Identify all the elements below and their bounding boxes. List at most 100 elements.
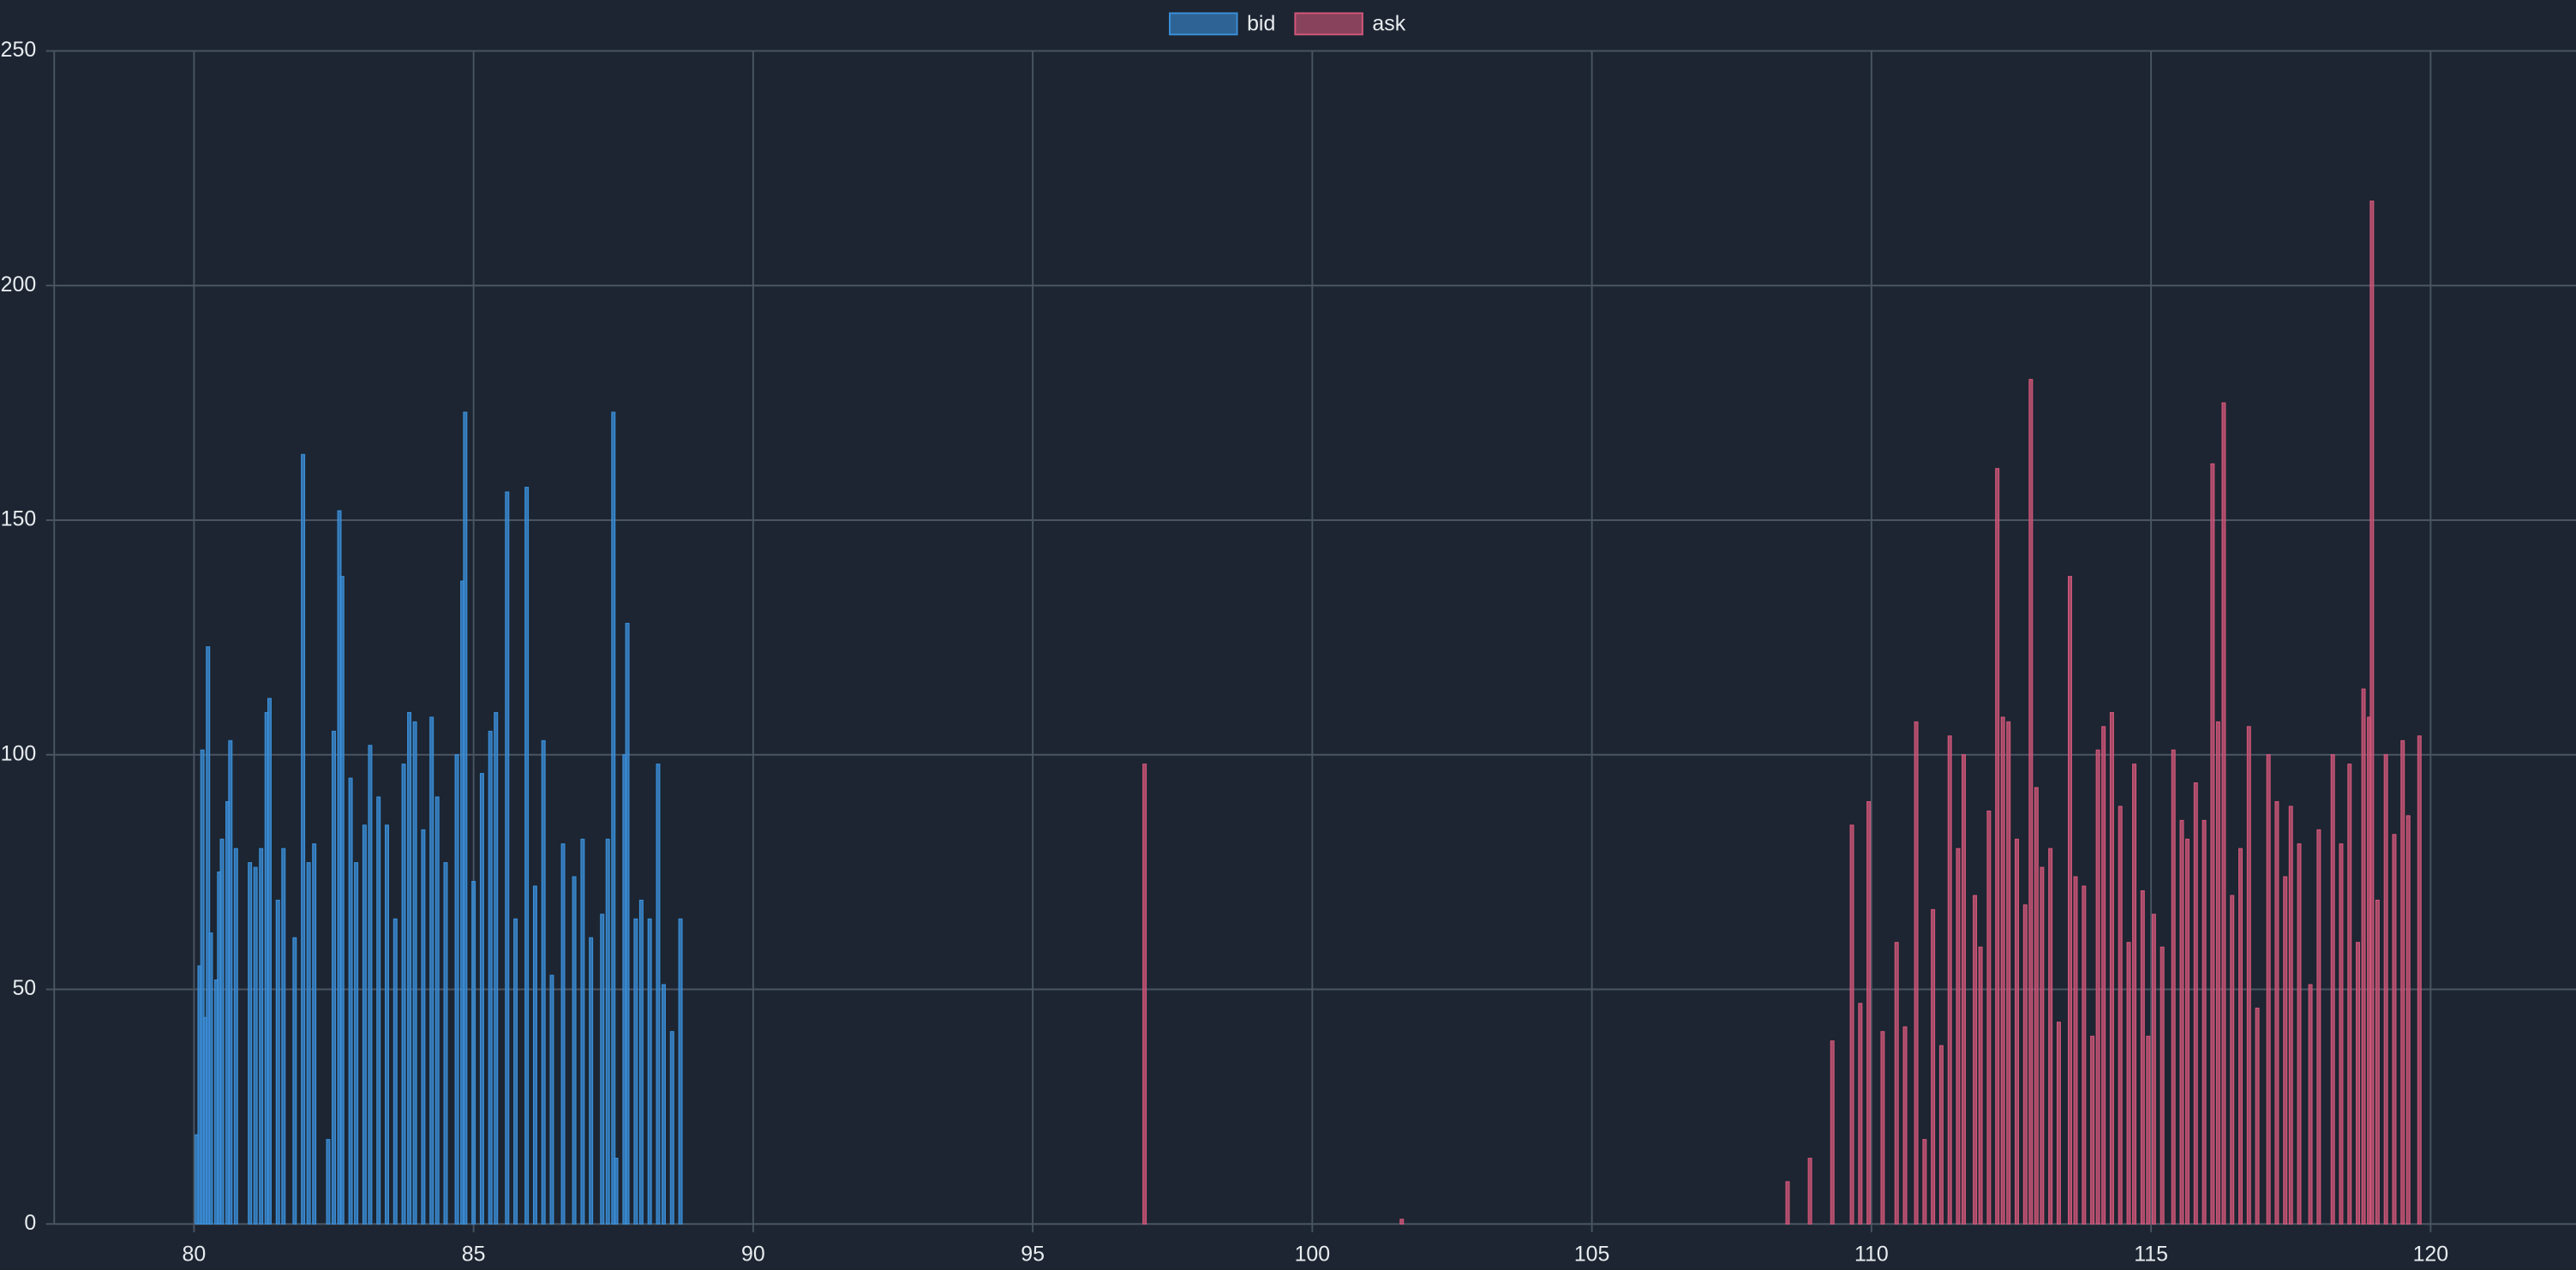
bar bbox=[200, 749, 205, 1225]
bar bbox=[267, 698, 272, 1225]
bar bbox=[2215, 721, 2220, 1225]
bar bbox=[505, 491, 510, 1225]
bar bbox=[580, 838, 585, 1225]
bar bbox=[2210, 463, 2215, 1225]
bar bbox=[1142, 764, 1147, 1225]
bar bbox=[443, 862, 448, 1225]
bar bbox=[385, 824, 389, 1225]
bar bbox=[2028, 379, 2034, 1225]
bar bbox=[2230, 895, 2235, 1225]
legend-swatch bbox=[1169, 12, 1238, 36]
y-tick-label: 200 bbox=[1, 273, 37, 297]
bar bbox=[1866, 800, 1872, 1225]
bar bbox=[326, 1139, 331, 1225]
bar bbox=[1938, 1045, 1944, 1225]
bar bbox=[354, 862, 359, 1225]
bar bbox=[661, 984, 666, 1225]
bar bbox=[2101, 726, 2106, 1225]
y-tick-label: 150 bbox=[1, 507, 37, 531]
bar bbox=[2073, 876, 2078, 1225]
bar bbox=[2109, 711, 2114, 1225]
bar bbox=[2238, 848, 2243, 1225]
bar bbox=[1956, 848, 1961, 1225]
series-ask bbox=[1142, 201, 2422, 1225]
bar bbox=[2015, 838, 2020, 1225]
bar bbox=[1858, 1003, 1863, 1225]
bar bbox=[2022, 904, 2028, 1225]
bar bbox=[1962, 754, 1967, 1225]
bar bbox=[332, 730, 337, 1225]
bar bbox=[1931, 908, 1936, 1225]
bar bbox=[1880, 1031, 1885, 1225]
bar bbox=[219, 838, 225, 1225]
bar bbox=[259, 848, 264, 1225]
bar bbox=[2126, 942, 2131, 1225]
bar bbox=[2255, 1007, 2260, 1225]
bar bbox=[228, 740, 233, 1225]
bar bbox=[376, 796, 381, 1225]
bar bbox=[2347, 764, 2352, 1225]
bar bbox=[1922, 1139, 1927, 1225]
y-tick-label: 250 bbox=[1, 38, 37, 62]
bar bbox=[1995, 468, 2000, 1225]
bar bbox=[1399, 1219, 1405, 1225]
bar bbox=[412, 721, 417, 1225]
bar bbox=[572, 876, 577, 1225]
bar bbox=[656, 764, 661, 1225]
bar bbox=[2095, 749, 2100, 1225]
bar bbox=[2185, 838, 2190, 1225]
bar bbox=[488, 730, 493, 1225]
bar bbox=[292, 937, 297, 1225]
bar bbox=[2383, 754, 2388, 1225]
bar bbox=[541, 740, 546, 1225]
y-tick-label: 50 bbox=[12, 976, 36, 1000]
bar bbox=[1894, 942, 1899, 1225]
x-tick-label: 110 bbox=[1854, 1242, 1889, 1266]
bar bbox=[494, 711, 499, 1225]
bar bbox=[301, 453, 306, 1225]
bar bbox=[2006, 721, 2011, 1225]
bar bbox=[1947, 735, 1952, 1225]
bar bbox=[1785, 1181, 1790, 1225]
bar bbox=[614, 1158, 619, 1225]
bar bbox=[625, 622, 630, 1225]
bar bbox=[647, 918, 652, 1225]
bar bbox=[638, 899, 644, 1225]
bar bbox=[600, 914, 605, 1225]
bar bbox=[2246, 726, 2251, 1225]
bar bbox=[233, 848, 238, 1225]
legend-label: bid bbox=[1247, 11, 1275, 35]
bar bbox=[1807, 1158, 1812, 1225]
bar bbox=[2056, 1021, 2061, 1225]
x-tick-label: 105 bbox=[1574, 1242, 1610, 1266]
bar bbox=[275, 899, 280, 1225]
bar bbox=[2000, 716, 2005, 1225]
bar bbox=[2361, 688, 2366, 1225]
bar bbox=[2288, 806, 2293, 1225]
bar bbox=[2356, 942, 2361, 1225]
bar bbox=[669, 1031, 674, 1225]
bar bbox=[362, 824, 367, 1225]
bar bbox=[2417, 735, 2422, 1225]
legend: bid ask bbox=[1169, 11, 1406, 36]
bar bbox=[2221, 402, 2226, 1225]
bar bbox=[248, 862, 253, 1225]
bar bbox=[2090, 1035, 2095, 1225]
bar bbox=[1830, 1040, 1835, 1225]
bar bbox=[1849, 824, 1854, 1225]
bar bbox=[429, 716, 434, 1225]
x-tick-label: 120 bbox=[2413, 1242, 2449, 1266]
bar bbox=[2118, 806, 2123, 1225]
bar bbox=[312, 843, 317, 1225]
bar bbox=[2146, 1035, 2151, 1225]
bar bbox=[1914, 721, 1919, 1225]
bar bbox=[532, 885, 537, 1225]
bar bbox=[513, 918, 518, 1225]
bar bbox=[1986, 810, 1992, 1225]
x-tick-label: 115 bbox=[2134, 1242, 2168, 1266]
bar bbox=[421, 829, 426, 1225]
bar bbox=[2316, 829, 2321, 1225]
bar bbox=[2283, 876, 2288, 1225]
series-bid bbox=[195, 411, 683, 1225]
bar bbox=[678, 918, 683, 1225]
